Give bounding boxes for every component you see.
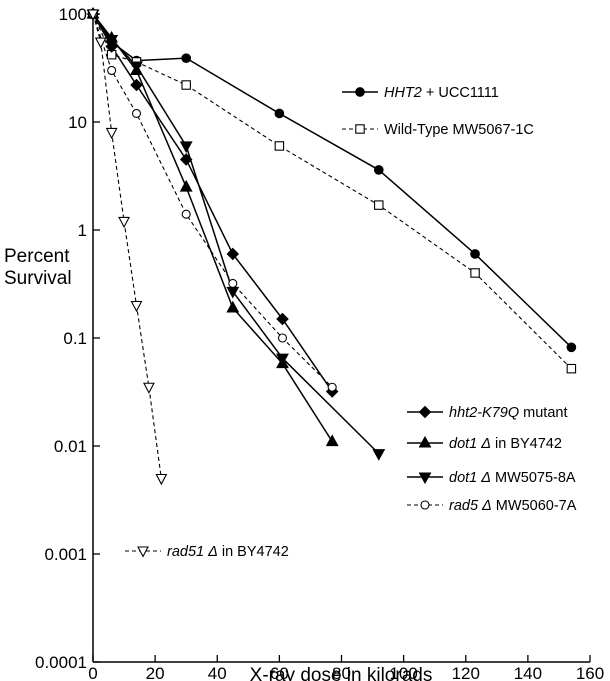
- legend-entry: dot1 Δ MW5075-8A: [407, 470, 576, 486]
- y-tick-label: 0.1: [63, 329, 87, 348]
- y-tick-label: 10: [68, 113, 87, 132]
- series-markers: [86, 6, 577, 486]
- data-point: [325, 434, 339, 447]
- x-tick-label: 140: [514, 664, 542, 681]
- legend-label: dot1 Δ MW5075-8A: [449, 470, 576, 486]
- data-point: [94, 37, 107, 49]
- legend-label: rad5 Δ MW5060-7A: [449, 498, 577, 514]
- legend-entry: dot1 Δ in BY4742: [407, 435, 562, 452]
- data-point: [470, 268, 480, 278]
- y-tick-label: 0.001: [44, 545, 87, 564]
- legend-label: Wild-Type MW5067-1C: [384, 122, 534, 138]
- data-point: [105, 127, 118, 140]
- data-point: [181, 53, 192, 64]
- legend-marker: [355, 124, 365, 134]
- legend-entry: hht2-K79Q mutant: [407, 405, 568, 421]
- data-point: [105, 34, 119, 47]
- legend-marker: [355, 87, 365, 97]
- y-tick-label: 100: [59, 5, 87, 24]
- series-line: [92, 13, 162, 479]
- data-point: [373, 165, 384, 175]
- data-point: [327, 382, 337, 392]
- data-point: [130, 300, 143, 313]
- legend-entry: Wild-Type MW5067-1C: [342, 122, 534, 138]
- legend-marker: [137, 546, 149, 558]
- data-point: [372, 449, 386, 461]
- legend-marker: [418, 435, 432, 448]
- data-point: [179, 153, 193, 166]
- legend-label: hht2-K79Q mutant: [449, 405, 568, 421]
- x-tick-label: 120: [452, 664, 480, 681]
- data-point: [274, 108, 285, 119]
- legend-label: rad51 Δ in BY4742: [167, 544, 289, 560]
- data-point: [131, 108, 142, 118]
- axes: [92, 8, 590, 663]
- legend-marker: [418, 405, 432, 419]
- legend-marker: [420, 500, 430, 510]
- legend-label: dot1 Δ in BY4742: [449, 436, 562, 452]
- data-point: [566, 342, 577, 353]
- x-tick-label: 20: [146, 664, 165, 681]
- data-point: [181, 209, 191, 219]
- series-line: [92, 13, 572, 370]
- data-point: [277, 333, 288, 343]
- data-point: [226, 300, 240, 313]
- x-tick-label: 80: [332, 664, 351, 681]
- x-tick-label: 100: [389, 664, 417, 681]
- x-tick-label: 0: [88, 664, 97, 681]
- data-point: [118, 216, 130, 229]
- data-point: [276, 312, 289, 326]
- legend-marker: [418, 472, 432, 485]
- legend-label: HHT2 + UCC1111: [384, 85, 499, 101]
- data-point: [181, 80, 191, 90]
- data-point: [130, 78, 143, 92]
- x-tick-label: 160: [576, 664, 604, 681]
- data-point: [566, 363, 577, 374]
- y-axis-title-line2: Survival: [4, 268, 72, 289]
- data-point: [470, 249, 480, 259]
- data-point: [155, 473, 168, 486]
- y-tick-label: 0.0001: [35, 653, 87, 672]
- data-point: [179, 179, 193, 192]
- data-point: [143, 382, 155, 394]
- series-line: [92, 13, 333, 392]
- x-tick-label: 60: [270, 664, 289, 681]
- data-point: [179, 141, 193, 154]
- data-point: [276, 353, 289, 366]
- legend-entry: rad51 Δ in BY4742: [125, 544, 289, 560]
- y-tick-label: 1: [78, 221, 87, 240]
- data-point: [107, 65, 117, 76]
- data-point: [226, 247, 240, 261]
- legend: HHT2 + UCC1111 Wild-Type MW5067-1C hht2-K7…: [125, 85, 577, 560]
- data-point: [87, 9, 99, 21]
- data-point: [130, 61, 143, 74]
- y-tick-label: 0.01: [54, 437, 87, 456]
- y-axis-title-line1: Percent: [4, 246, 70, 267]
- legend-entry: HHT2 + UCC1111: [342, 85, 499, 101]
- data-point: [374, 200, 384, 210]
- x-tick-label: 40: [208, 664, 227, 681]
- ticks: 0 20 40 60 80 100 120 140 160 100 10 1 0.1 0.01 0.001 0…: [35, 5, 604, 681]
- series-line: [92, 13, 333, 388]
- data-point: [228, 278, 238, 288]
- data-point: [274, 141, 285, 151]
- x-axis-title: X-ray dose in kilorads: [250, 665, 433, 681]
- legend-entry: rad5 Δ MW5060-7A: [407, 498, 577, 514]
